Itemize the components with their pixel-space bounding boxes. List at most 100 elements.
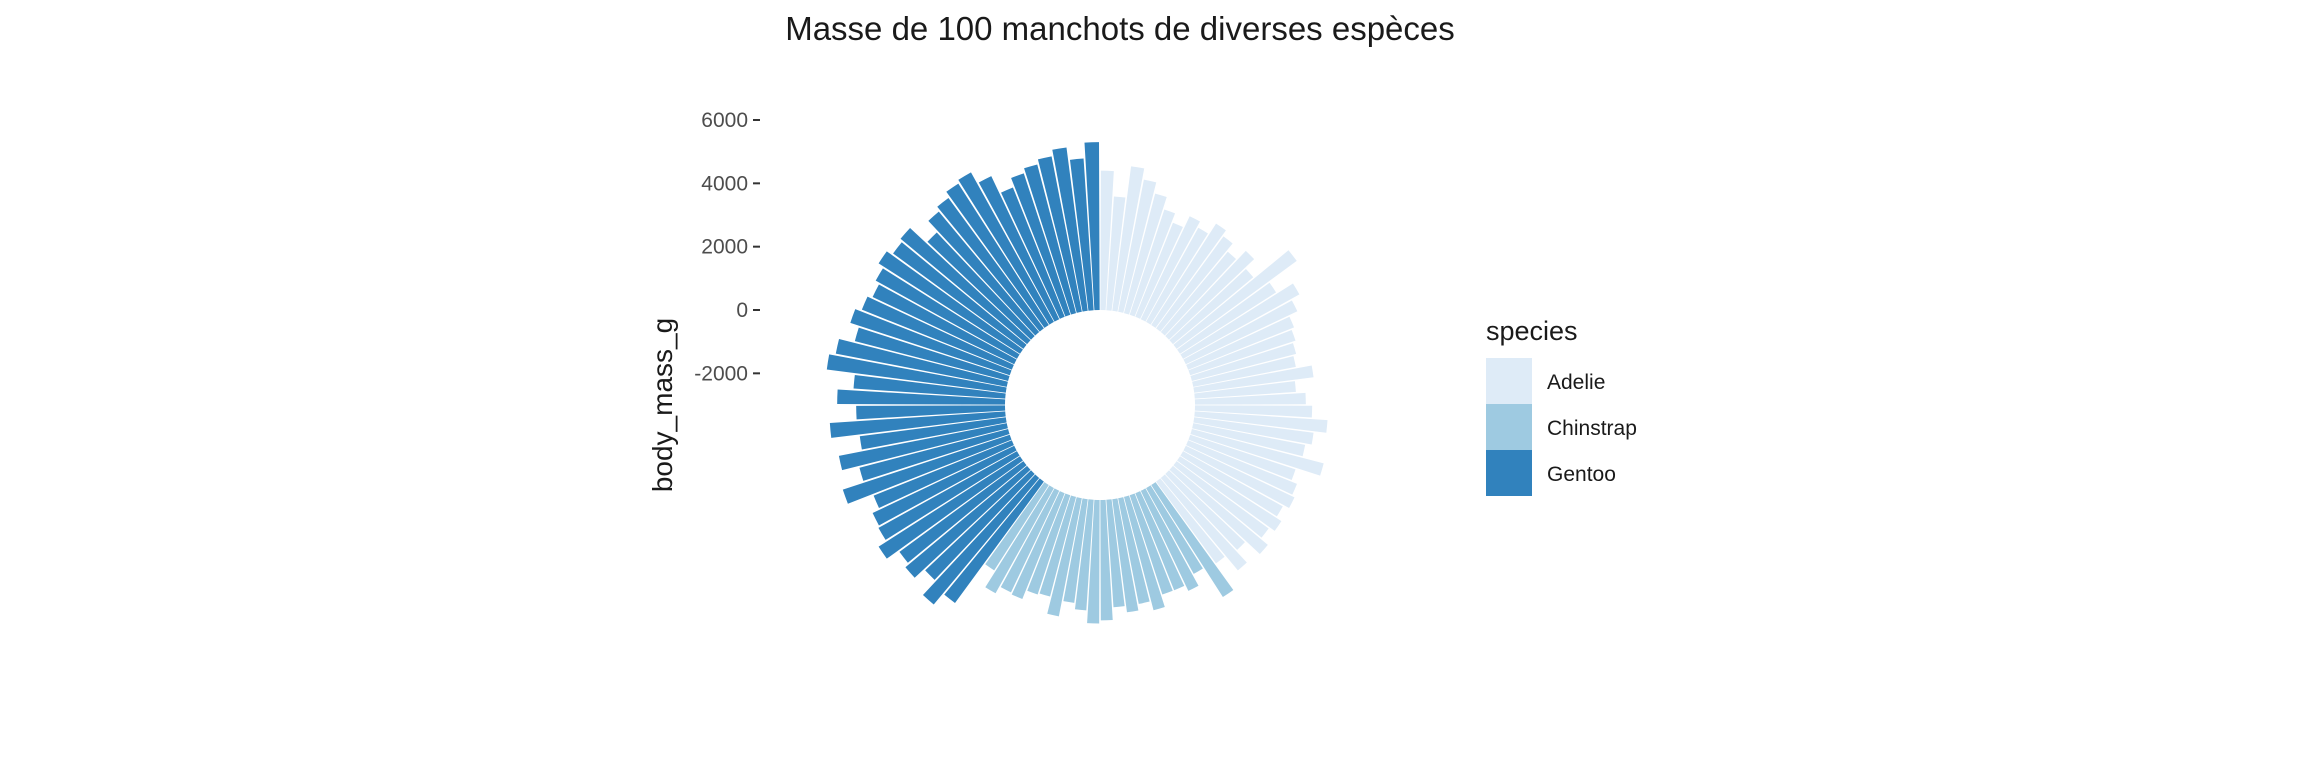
- legend-title: species: [1486, 316, 1578, 346]
- bar-gentoo: [850, 309, 1012, 376]
- bar-adelie: [1169, 268, 1254, 345]
- bar-adelie: [1190, 343, 1297, 382]
- bar-gentoo: [1084, 142, 1100, 311]
- bar-adelie: [1192, 423, 1306, 457]
- bar-chinstrap: [1118, 497, 1150, 604]
- bar-chinstrap: [1087, 499, 1100, 624]
- bar-gentoo: [872, 445, 1017, 526]
- y-tick-label: 6000: [701, 109, 748, 132]
- bar-gentoo: [893, 242, 1027, 349]
- bar-adelie: [1146, 227, 1208, 325]
- bar-gentoo: [927, 232, 1035, 340]
- bar-adelie: [1173, 250, 1297, 349]
- bar-chinstrap: [1106, 499, 1125, 608]
- bars-group: [826, 142, 1328, 624]
- bar-adelie: [1193, 417, 1314, 445]
- bar-adelie: [1193, 365, 1314, 393]
- bar-adelie: [1169, 465, 1268, 554]
- bar-chinstrap: [985, 485, 1054, 594]
- bar-chinstrap: [1129, 493, 1173, 595]
- bar-gentoo: [1024, 164, 1077, 315]
- bar-adelie: [1151, 223, 1226, 328]
- bar-adelie: [1188, 434, 1296, 481]
- legend-key-adelie: [1486, 358, 1532, 404]
- bar-chinstrap: [1039, 495, 1077, 597]
- bar-gentoo: [925, 470, 1035, 580]
- bar-gentoo: [928, 211, 1040, 336]
- bar-adelie: [1183, 300, 1298, 365]
- bar-chinstrap: [1140, 488, 1199, 591]
- bar-adelie: [1194, 381, 1296, 399]
- y-tick-label: 2000: [701, 236, 748, 259]
- bar-chinstrap: [1063, 498, 1088, 603]
- legend-label-chinstrap: Chinstrap: [1547, 417, 1637, 440]
- bar-adelie: [1177, 282, 1277, 354]
- legend-key-chinstrap: [1486, 404, 1532, 450]
- y-tick-label: -2000: [694, 362, 748, 385]
- bar-gentoo: [829, 411, 1006, 438]
- bar-adelie: [1118, 179, 1157, 313]
- bar-adelie: [1186, 316, 1295, 370]
- bar-adelie: [1100, 170, 1114, 311]
- bar-chinstrap: [1146, 485, 1203, 574]
- chart-title: Masse de 100 manchots de diverses espèce…: [785, 10, 1455, 47]
- bar-adelie: [1160, 251, 1237, 336]
- bar-gentoo: [872, 284, 1017, 365]
- bar-adelie: [1165, 470, 1245, 550]
- bar-gentoo: [873, 440, 1014, 508]
- bar-adelie: [1129, 209, 1176, 317]
- bar-chinstrap: [1112, 498, 1139, 613]
- bar-gentoo: [842, 434, 1012, 504]
- bar-chinstrap: [1135, 491, 1185, 591]
- bar-gentoo: [944, 478, 1044, 604]
- bar-gentoo: [1037, 156, 1082, 313]
- bar-chinstrap: [1011, 491, 1065, 600]
- bar-gentoo: [838, 423, 1008, 471]
- bar-gentoo: [878, 456, 1023, 559]
- bar-gentoo: [875, 268, 1020, 359]
- bar-chinstrap: [1151, 482, 1234, 598]
- bar-adelie: [1156, 478, 1225, 564]
- bar-gentoo: [905, 465, 1031, 578]
- bar-gentoo: [859, 428, 1010, 481]
- bar-gentoo: [878, 251, 1023, 354]
- bar-adelie: [1183, 445, 1295, 509]
- bar-adelie: [1177, 456, 1282, 531]
- bar-adelie: [1173, 461, 1269, 538]
- bar-adelie: [1194, 411, 1328, 433]
- bar-chinstrap: [1123, 495, 1165, 611]
- bar-chinstrap: [1027, 493, 1071, 595]
- bar-gentoo: [861, 296, 1014, 370]
- bar-adelie: [1194, 405, 1313, 418]
- legend: species Adelie Chinstrap Gentoo: [1486, 316, 1637, 496]
- legend-label-adelie: Adelie: [1547, 371, 1605, 394]
- bar-adelie: [1180, 451, 1283, 517]
- bar-gentoo: [837, 389, 1006, 405]
- y-tick-label: 0: [736, 299, 748, 322]
- bar-chinstrap: [1047, 497, 1082, 617]
- bar-gentoo: [937, 198, 1044, 332]
- bar-gentoo: [856, 405, 1006, 420]
- bar-chinstrap: [1000, 488, 1060, 593]
- bar-gentoo: [978, 176, 1060, 322]
- bar-adelie: [1194, 392, 1306, 405]
- bar-adelie: [1112, 166, 1145, 312]
- bar-adelie: [1192, 356, 1296, 387]
- y-tick-label: 4000: [701, 172, 748, 195]
- bar-gentoo: [853, 374, 1006, 399]
- bar-adelie: [1165, 250, 1255, 340]
- bar-adelie: [1180, 283, 1300, 359]
- bar-gentoo: [859, 417, 1007, 450]
- bar-adelie: [1140, 216, 1200, 322]
- bar-adelie: [1135, 222, 1183, 319]
- bar-gentoo: [900, 227, 1031, 345]
- bar-chinstrap: [1100, 499, 1113, 621]
- bar-gentoo: [835, 339, 1008, 387]
- bar-gentoo: [1001, 187, 1065, 319]
- bar-gentoo: [1069, 158, 1094, 311]
- bar-gentoo: [826, 354, 1007, 393]
- bar-gentoo: [1011, 173, 1071, 317]
- bar-gentoo: [958, 172, 1054, 325]
- bar-adelie: [1188, 329, 1296, 376]
